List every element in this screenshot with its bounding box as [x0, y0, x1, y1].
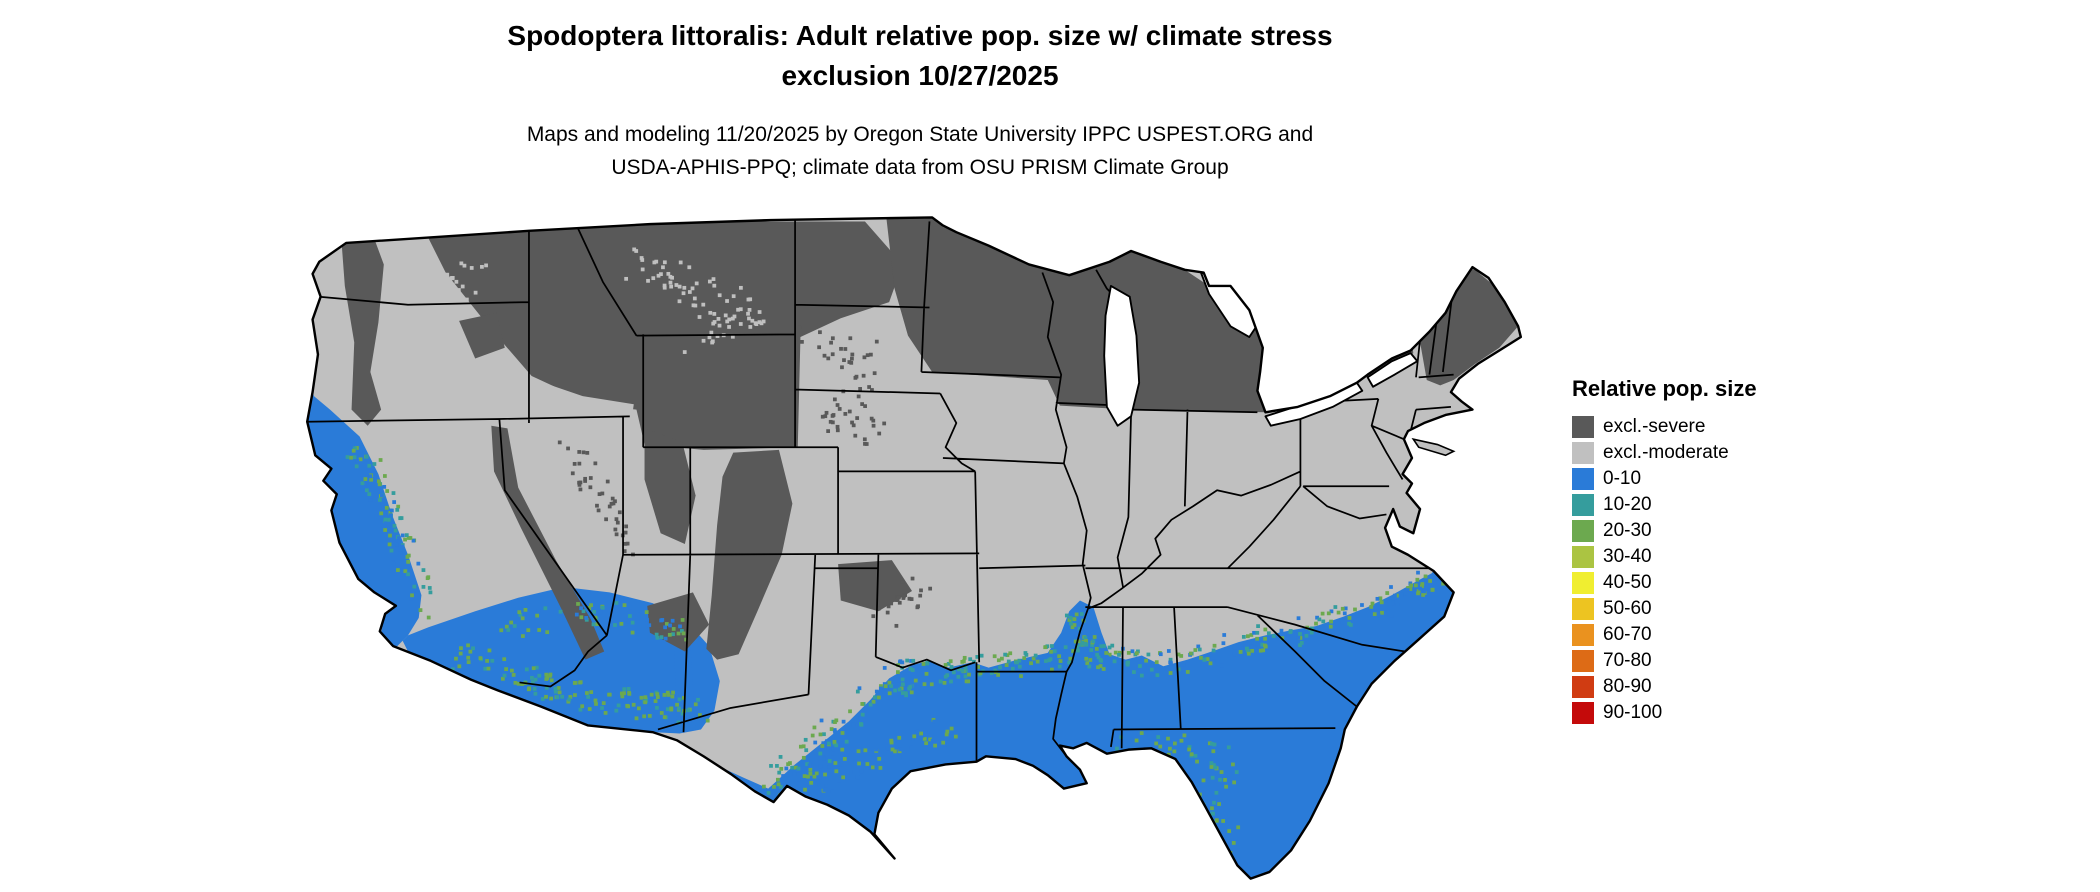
legend: Relative pop. size excl.-severe excl.-mod…	[1572, 376, 1757, 726]
legend-item: 20-30	[1572, 518, 1757, 544]
legend-item: excl.-moderate	[1572, 440, 1757, 466]
legend-item: excl.-severe	[1572, 414, 1757, 440]
title-line-2: exclusion 10/27/2025	[781, 60, 1059, 91]
subtitle-line-2: USDA-APHIS-PPQ; climate data from OSU PR…	[611, 156, 1229, 179]
region-excl-severe	[340, 217, 1519, 660]
legend-item-label: excl.-severe	[1603, 416, 1706, 437]
legend-item: 90-100	[1572, 700, 1757, 726]
legend-item: 60-70	[1572, 622, 1757, 648]
title-line-1: Spodoptera littoralis: Adult relative po…	[507, 20, 1333, 51]
legend-swatch	[1572, 468, 1594, 490]
lake-ontario	[1366, 352, 1419, 388]
legend-item: 40-50	[1572, 570, 1757, 596]
legend-item-label: 40-50	[1603, 572, 1652, 593]
page-title: Spodoptera littoralis: Adult relative po…	[0, 16, 1840, 96]
legend-swatch	[1572, 494, 1594, 516]
legend-swatch	[1572, 650, 1594, 672]
legend-item-label: 50-60	[1603, 598, 1652, 619]
legend-swatch	[1572, 572, 1594, 594]
legend-item-label: 30-40	[1603, 546, 1652, 567]
us-outline	[305, 216, 1523, 880]
raster-speckles	[345, 247, 1446, 855]
state-borders	[307, 218, 1455, 762]
page-subtitle: Maps and modeling 11/20/2025 by Oregon S…	[0, 118, 1840, 184]
subtitle-line-1: Maps and modeling 11/20/2025 by Oregon S…	[526, 123, 1314, 146]
legend-item: 10-20	[1572, 492, 1757, 518]
long-island	[1411, 437, 1456, 457]
legend-swatch	[1572, 676, 1594, 698]
legend-items: excl.-severe excl.-moderate 0-10 10-20 20-30…	[1572, 414, 1757, 726]
region-snake-river-plain	[531, 380, 634, 424]
legend-title: Relative pop. size	[1572, 376, 1757, 401]
us-map-svg	[305, 216, 1523, 880]
legend-item-label: 80-90	[1603, 676, 1652, 697]
legend-swatch	[1572, 442, 1594, 464]
legend-item-label: excl.-moderate	[1603, 442, 1729, 463]
us-map	[300, 208, 1524, 880]
legend-swatch	[1572, 598, 1594, 620]
legend-item-label: 0-10	[1603, 468, 1642, 489]
legend-swatch	[1572, 416, 1594, 438]
legend-item: 70-80	[1572, 648, 1757, 674]
lake-michigan	[1103, 285, 1141, 427]
legend-swatch	[1572, 546, 1594, 568]
legend-item-label: 60-70	[1603, 624, 1652, 645]
legend-item: 50-60	[1572, 596, 1757, 622]
legend-item-label: 90-100	[1603, 702, 1663, 723]
legend-item-label: 70-80	[1603, 650, 1652, 671]
legend-swatch	[1572, 702, 1594, 724]
legend-item: 80-90	[1572, 674, 1757, 700]
legend-swatch	[1572, 520, 1594, 542]
legend-item-label: 20-30	[1603, 520, 1652, 541]
legend-item-label: 10-20	[1603, 494, 1652, 515]
legend-item: 0-10	[1572, 466, 1757, 492]
legend-swatch	[1572, 624, 1594, 646]
legend-item: 30-40	[1572, 544, 1757, 570]
